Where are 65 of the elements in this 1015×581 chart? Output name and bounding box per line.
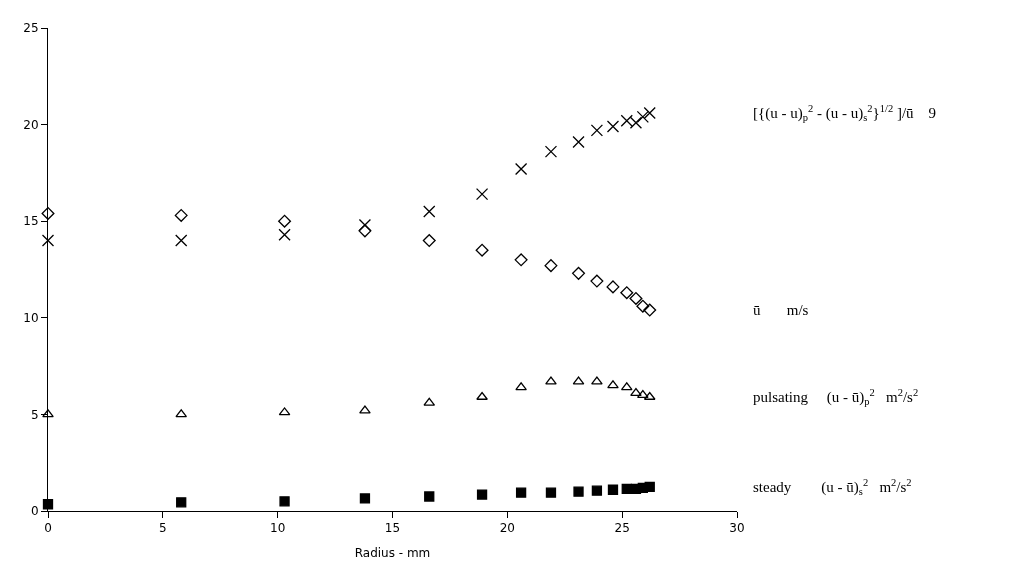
- point: [359, 493, 371, 504]
- point: [358, 218, 372, 232]
- point: [606, 120, 620, 133]
- y-tick-label: 25: [23, 21, 39, 36]
- point: [572, 266, 586, 280]
- point: [545, 376, 557, 385]
- point: [572, 135, 585, 149]
- point: [573, 486, 584, 497]
- x-tick-label: 25: [614, 521, 630, 536]
- point: [590, 124, 604, 137]
- point: [475, 243, 489, 257]
- point: [545, 487, 557, 498]
- point: [636, 110, 649, 124]
- text: pulsating (u - ū)$_{p}$$^{2}$ m$^{2}$/s$^{2}$: [753, 387, 919, 408]
- point: [591, 485, 603, 496]
- point: [606, 280, 620, 294]
- point: [42, 409, 54, 418]
- text: steady (u - ū)$_{s}$$^{2}$ m$^{2}$/s$^{2}$: [753, 477, 912, 498]
- text: ū m/s: [753, 302, 809, 318]
- point: [514, 162, 528, 176]
- point: [620, 286, 634, 300]
- point: [643, 106, 656, 120]
- x-axis-title: Radius - mm: [354, 546, 431, 560]
- text: [{(u - u)$_{p}$$^{2}$ - (u - u)$_{s}$$^{2}$}$^{1/2}$ ]/ū 9: [753, 103, 937, 124]
- point: [278, 214, 292, 228]
- point: [629, 291, 643, 305]
- point: [175, 234, 188, 247]
- point: [475, 188, 489, 201]
- point: [636, 299, 650, 313]
- x-tick-label: 30: [729, 521, 745, 536]
- point: [607, 484, 619, 495]
- x-tick-label: 20: [499, 521, 515, 536]
- point: [176, 497, 187, 508]
- point: [591, 376, 603, 385]
- point: [643, 303, 657, 317]
- y-tick-label: 5: [30, 407, 39, 422]
- x-tick-label: 10: [270, 521, 286, 536]
- point: [515, 382, 527, 391]
- point: [174, 208, 188, 222]
- point: [423, 205, 436, 218]
- y-tick-label: 20: [23, 117, 39, 132]
- y-tick-label: 0: [30, 504, 39, 519]
- point: [424, 491, 435, 502]
- point: [544, 145, 558, 158]
- point: [515, 487, 527, 498]
- point: [607, 380, 619, 389]
- point: [590, 274, 604, 288]
- y-tick-label: 10: [23, 311, 39, 325]
- point: [630, 388, 642, 397]
- point: [422, 234, 436, 248]
- point: [644, 481, 655, 492]
- point: [514, 253, 528, 267]
- x-tick-label: 0: [44, 521, 52, 536]
- point: [544, 259, 558, 273]
- x-tick-label: 5: [159, 521, 167, 536]
- point: [359, 405, 371, 414]
- x-tick-label: 15: [384, 521, 401, 536]
- y-tick-label: 15: [23, 214, 39, 229]
- point: [278, 228, 291, 241]
- point: [41, 234, 55, 247]
- point: [358, 224, 372, 238]
- point: [279, 496, 290, 507]
- point: [41, 206, 55, 220]
- point: [476, 489, 488, 500]
- point: [476, 391, 488, 400]
